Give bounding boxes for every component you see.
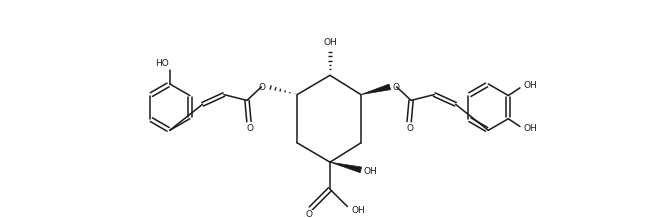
Text: OH: OH xyxy=(523,124,537,133)
Text: OH: OH xyxy=(364,167,378,176)
Polygon shape xyxy=(361,84,391,95)
Text: HO: HO xyxy=(155,59,169,68)
Text: OH: OH xyxy=(351,206,365,215)
Polygon shape xyxy=(330,162,362,173)
Text: OH: OH xyxy=(523,81,537,90)
Text: O: O xyxy=(306,210,312,218)
Text: OH: OH xyxy=(323,38,337,47)
Text: O: O xyxy=(392,83,399,92)
Text: O: O xyxy=(259,83,266,92)
Text: O: O xyxy=(407,124,414,133)
Text: O: O xyxy=(246,124,253,133)
